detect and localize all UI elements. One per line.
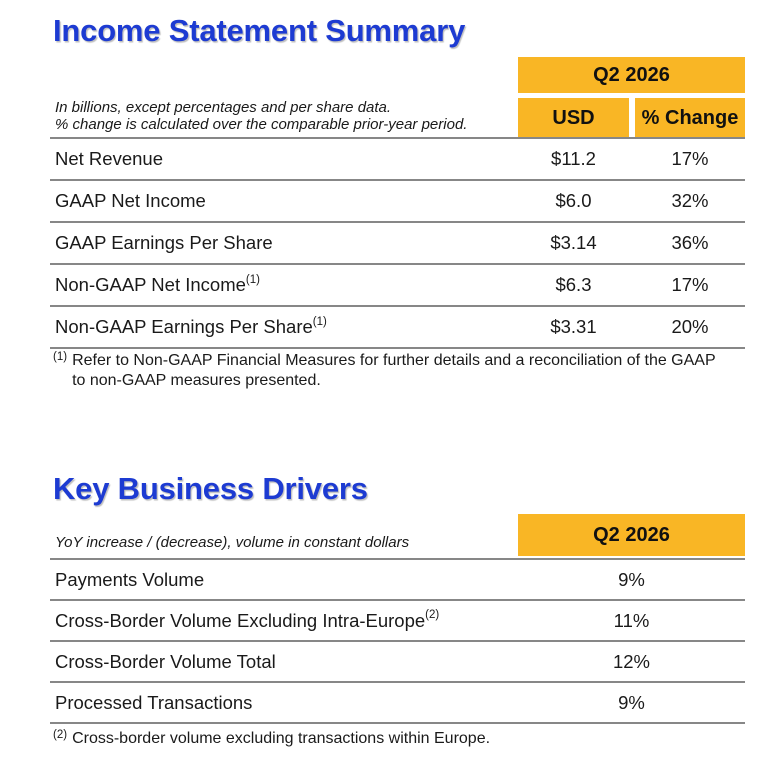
income-note-line2: % change is calculated over the comparab… [55, 116, 468, 133]
table-row: Cross-Border Volume Total 12% [50, 642, 745, 683]
row-label-text: GAAP Net Income [55, 190, 206, 211]
pct-change-value: 20% [671, 316, 709, 337]
footnote-marker: (2) [53, 729, 68, 741]
row-label: Non-GAAP Net Income(1) [50, 274, 518, 296]
row-label: Cross-Border Volume Total [50, 651, 518, 673]
usd-value: $3.14 [550, 232, 597, 253]
footnote-ref: (1) [245, 273, 260, 286]
income-table-note: In billions, except percentages and per … [55, 99, 467, 133]
pct-change-value: 36% [671, 232, 709, 253]
footnote-ref: (2) [425, 609, 440, 622]
pct-change-value: 17% [671, 274, 709, 295]
row-label: Net Revenue [50, 148, 518, 170]
period-header-q2-2026: Q2 2026 [518, 57, 745, 93]
row-label-text: Payments Volume [55, 568, 205, 590]
row-label-text: GAAP Earnings Per Share [55, 232, 273, 253]
row-label: GAAP Earnings Per Share [50, 232, 518, 254]
footnote-marker: (1) [53, 351, 68, 363]
key-business-drivers-title: Key Business Drivers [53, 471, 368, 506]
income-statement-table: Net Revenue $11.2 17% GAAP Net Income $6… [50, 137, 745, 349]
table-row: Payments Volume 9% [50, 560, 745, 601]
row-label-text: Non-GAAP Earnings Per Share [55, 316, 313, 337]
footnote-2: (2) Cross-border volume excluding transa… [53, 729, 490, 749]
drivers-table-header: YoY increase / (decrease), volume in con… [50, 514, 745, 558]
income-statement-title: Income Statement Summary [53, 13, 466, 48]
income-note-line1: In billions, except percentages and per … [55, 99, 392, 116]
footnote-text: Cross-border volume excluding transactio… [72, 730, 491, 747]
driver-value: 9% [618, 568, 645, 590]
row-label: Cross-Border Volume Excluding Intra-Euro… [50, 610, 518, 632]
table-row: Cross-Border Volume Excluding Intra-Euro… [50, 601, 745, 642]
table-row: Non-GAAP Earnings Per Share(1) $3.31 20% [50, 307, 745, 349]
pct-change-value: 17% [671, 148, 709, 169]
row-label-text: Non-GAAP Net Income [55, 274, 246, 295]
row-label-text: Cross-Border Volume Total [55, 650, 276, 672]
column-header-usd: USD [518, 98, 629, 137]
period-header-q2-2026: Q2 2026 [518, 514, 745, 556]
pct-change-value: 32% [671, 190, 709, 211]
footnote-text: Refer to Non-GAAP Financial Measures for… [72, 352, 716, 389]
driver-value: 12% [612, 650, 651, 672]
footnote-1: (1) Refer to Non-GAAP Financial Measures… [53, 351, 720, 390]
usd-value: $3.31 [550, 316, 597, 337]
income-table-header: In billions, except percentages and per … [50, 57, 745, 137]
row-label: Processed Transactions [50, 692, 518, 714]
drivers-table-note: YoY increase / (decrease), volume in con… [55, 534, 410, 551]
driver-value: 9% [618, 691, 645, 713]
table-row: Net Revenue $11.2 17% [50, 139, 745, 181]
table-row: Processed Transactions 9% [50, 683, 745, 724]
row-label-text: Cross-Border Volume Excluding Intra-Euro… [55, 609, 426, 631]
table-row: GAAP Net Income $6.0 32% [50, 181, 745, 223]
row-label: GAAP Net Income [50, 190, 518, 212]
key-business-drivers-table: Payments Volume 9% Cross-Border Volume E… [50, 558, 745, 724]
column-header-pct-change: % Change [635, 98, 745, 137]
table-row: Non-GAAP Net Income(1) $6.3 17% [50, 265, 745, 307]
usd-value: $6.3 [555, 274, 592, 295]
table-row: GAAP Earnings Per Share $3.14 36% [50, 223, 745, 265]
usd-value: $6.0 [555, 190, 592, 211]
usd-value: $11.2 [551, 148, 596, 169]
footnote-ref: (1) [312, 315, 327, 328]
row-label-text: Processed Transactions [55, 691, 253, 713]
row-label: Payments Volume [50, 569, 518, 591]
row-label: Non-GAAP Earnings Per Share(1) [50, 316, 518, 338]
row-label-text: Net Revenue [55, 148, 163, 169]
driver-value: 11% [613, 609, 650, 631]
